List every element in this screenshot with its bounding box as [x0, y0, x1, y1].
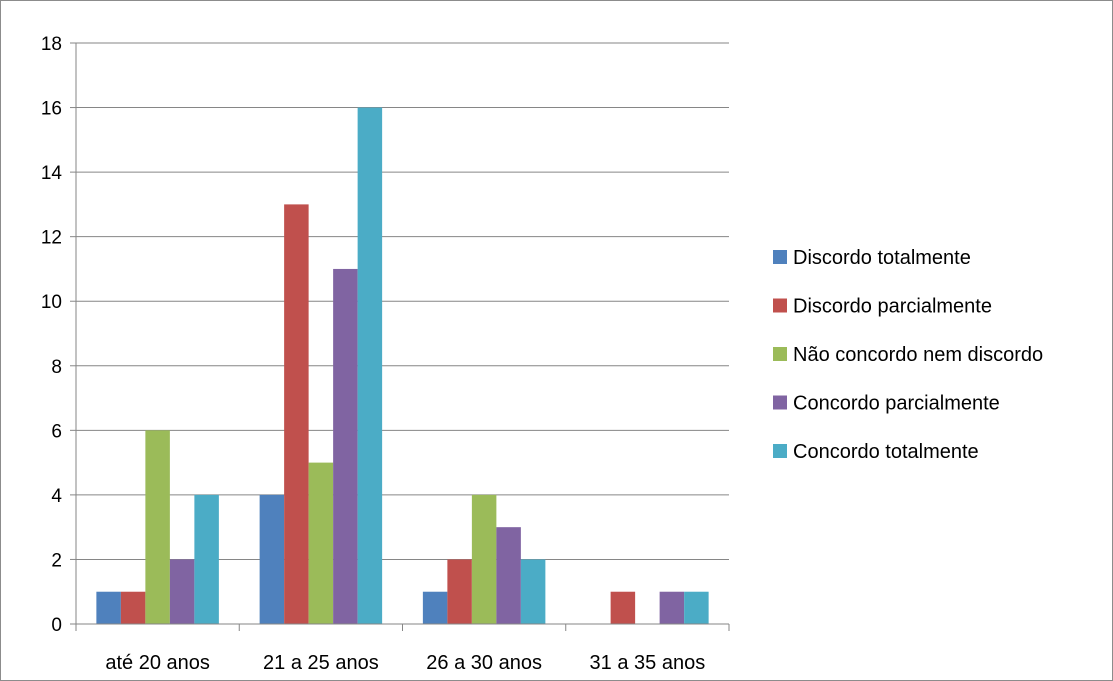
- legend-item: Discordo totalmente: [773, 247, 971, 269]
- legend-label: Concordo parcialmente: [793, 393, 1000, 415]
- axes: [70, 42, 730, 631]
- y-tick-label: 6: [51, 421, 62, 442]
- bar: [259, 494, 285, 624]
- legend: Discordo totalmente Discordo parcialmente…: [773, 247, 1043, 463]
- legend-swatch: [773, 347, 787, 361]
- bar: [284, 204, 309, 624]
- x-category-labels: até 20 anos 21 a 25 anos 26 a 30 anos 31 a …: [105, 652, 705, 674]
- legend-item: Concordo parcialmente: [773, 393, 1000, 415]
- y-tick-label: 14: [41, 163, 63, 184]
- bar: [308, 462, 334, 624]
- bar: [496, 527, 521, 624]
- y-tick-label: 4: [51, 486, 62, 507]
- legend-label: Não concordo nem discordo: [793, 344, 1043, 366]
- x-category-label: 26 a 30 anos: [426, 652, 542, 674]
- legend-swatch: [773, 444, 787, 458]
- bar: [357, 107, 383, 625]
- bar: [194, 494, 219, 624]
- legend-item: Discordo parcialmente: [773, 296, 992, 318]
- x-category-label: 31 a 35 anos: [590, 652, 706, 674]
- bar: [610, 591, 636, 624]
- legend-label: Discordo parcialmente: [793, 296, 992, 318]
- y-tick-label: 0: [51, 615, 62, 636]
- legend-item: Concordo totalmente: [773, 441, 979, 463]
- bar: [471, 494, 497, 624]
- y-tick-label: 18: [41, 34, 62, 55]
- bar: [169, 559, 195, 624]
- y-tick-label: 8: [51, 357, 62, 378]
- y-tick-labels: 0 2 4 6 8 10 12 14 16 18: [41, 34, 63, 636]
- bars: [96, 107, 709, 625]
- y-tick-label: 10: [41, 292, 62, 313]
- legend-label: Concordo totalmente: [793, 441, 979, 463]
- x-category-label: 21 a 25 anos: [263, 652, 379, 674]
- y-tick-label: 2: [51, 550, 62, 571]
- y-tick-label: 12: [41, 228, 62, 249]
- legend-swatch: [773, 298, 787, 313]
- bar: [684, 591, 709, 624]
- bar: [659, 591, 685, 624]
- legend-swatch: [773, 395, 787, 410]
- bar: [422, 591, 448, 624]
- bar: [520, 559, 546, 624]
- legend-label: Discordo totalmente: [793, 247, 971, 269]
- bar: [333, 268, 358, 624]
- y-tick-label: 16: [41, 99, 62, 120]
- legend-item: Não concordo nem discordo: [773, 344, 1043, 366]
- bar: [145, 430, 170, 624]
- bar: [447, 559, 472, 624]
- bar: [120, 591, 146, 624]
- gridlines: [76, 42, 729, 560]
- bar: [96, 591, 121, 624]
- x-category-label: até 20 anos: [105, 652, 210, 674]
- legend-swatch: [773, 250, 787, 264]
